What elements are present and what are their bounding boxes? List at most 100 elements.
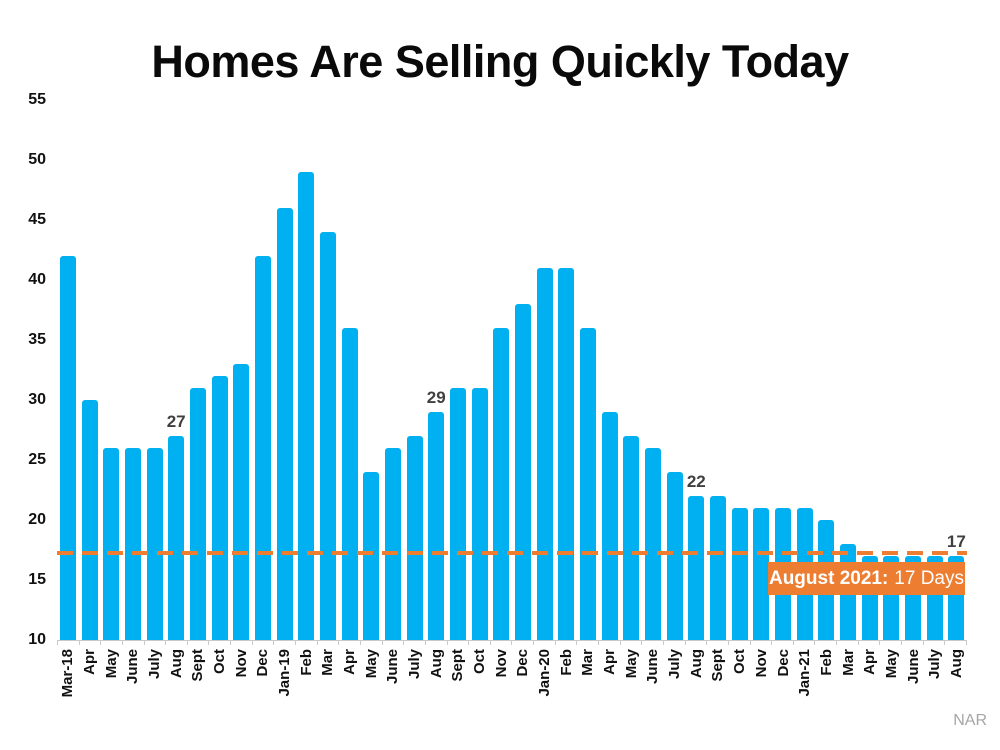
bar-cell <box>209 100 231 640</box>
bar <box>709 496 726 640</box>
x-tick <box>80 641 102 645</box>
bar <box>146 448 163 640</box>
x-tick <box>664 641 686 645</box>
x-tick <box>772 641 794 645</box>
x-tick-label: May <box>362 649 380 679</box>
y-tick-label: 40 <box>28 271 46 288</box>
x-tick <box>101 641 123 645</box>
x-axis-ticks <box>57 640 967 645</box>
callout-value: 17 Days <box>894 567 964 589</box>
callout-label: August 2021: <box>768 567 889 589</box>
x-tick-label: Mar-18 <box>59 649 77 698</box>
bar <box>103 448 120 640</box>
bar-cell <box>360 100 382 640</box>
x-tick <box>512 641 535 645</box>
x-tick <box>383 641 405 645</box>
x-tick-label: Mar <box>839 649 857 676</box>
x-tick <box>729 641 751 645</box>
x-tick-label: July <box>926 649 944 680</box>
x-tick-label: Dec <box>514 649 532 677</box>
x-tick <box>924 641 946 645</box>
x-tick <box>577 641 600 645</box>
bar-cell <box>577 100 599 640</box>
bar: 22 <box>687 472 706 640</box>
bar <box>59 256 76 640</box>
bar-cell <box>57 100 79 640</box>
x-tick-label: Oct <box>211 649 229 675</box>
x-tick-label: Jan-19 <box>276 649 294 697</box>
bar-cell <box>274 100 296 640</box>
callout-august-2021: August 2021: 17 Days <box>768 562 965 595</box>
bar-cell <box>599 100 621 640</box>
bar <box>341 328 358 640</box>
x-tick-label: Sept <box>189 649 207 682</box>
y-tick-label: 20 <box>28 511 46 528</box>
x-tick <box>794 641 816 645</box>
y-tick-label: 55 <box>28 91 46 108</box>
bar-cell <box>187 100 209 640</box>
bar-value-label: 17 <box>946 532 966 551</box>
bar <box>233 364 250 640</box>
bar-cell: 17 <box>946 100 968 640</box>
bar-cell <box>664 100 686 640</box>
x-tick <box>491 641 513 645</box>
bar-cell <box>642 100 664 640</box>
bar <box>363 472 380 640</box>
x-tick-label: Apr <box>341 649 359 675</box>
x-tick-label: May <box>882 649 900 679</box>
bar-cell <box>794 100 816 640</box>
x-tick-label: Nov <box>752 649 770 678</box>
x-tick <box>642 641 664 645</box>
x-tick <box>556 641 578 645</box>
x-tick-label: July <box>666 649 684 680</box>
y-tick-label: 50 <box>28 151 46 168</box>
x-tick <box>253 641 275 645</box>
x-tick <box>123 641 145 645</box>
bar-cell <box>404 100 426 640</box>
x-tick-label: July <box>146 649 164 680</box>
bar-cell <box>317 100 339 640</box>
bar <box>558 268 575 640</box>
bar <box>254 256 271 640</box>
x-tick <box>469 641 491 645</box>
bar <box>449 388 466 640</box>
bar-cell <box>295 100 317 640</box>
bar <box>493 328 510 640</box>
x-tick <box>880 641 902 645</box>
x-tick-label: Nov <box>232 649 250 678</box>
y-tick-label: 15 <box>28 571 46 588</box>
x-tick <box>318 641 340 645</box>
x-tick <box>707 641 729 645</box>
x-tick <box>274 641 297 645</box>
bar-cell: 29 <box>425 100 447 640</box>
x-tick-label: Feb <box>557 649 575 676</box>
bar-cell <box>729 100 751 640</box>
bar-cell <box>447 100 469 640</box>
x-tick-label: June <box>644 649 662 685</box>
x-tick <box>231 641 253 645</box>
bar <box>753 508 770 640</box>
bar-cell <box>620 100 642 640</box>
bar-cell <box>859 100 881 640</box>
x-tick <box>534 641 556 645</box>
bar-cell <box>252 100 274 640</box>
x-tick <box>404 641 426 645</box>
bar <box>298 172 315 640</box>
x-tick-label: May <box>622 649 640 679</box>
x-tick-label: Dec <box>254 649 272 677</box>
bar <box>536 268 553 640</box>
x-tick <box>448 641 470 645</box>
x-tick <box>426 641 448 645</box>
bar-value-label: 29 <box>426 388 446 407</box>
x-tick <box>751 641 773 645</box>
x-tick-label: Jan-21 <box>796 649 814 697</box>
x-tick-label: Mar <box>319 649 337 676</box>
bar-cell <box>144 100 166 640</box>
bar <box>276 208 293 640</box>
bar-cell <box>881 100 903 640</box>
bar: 29 <box>427 388 446 640</box>
x-tick-label: Apr <box>601 649 619 675</box>
bar-cell <box>79 100 101 640</box>
x-tick-label: Apr <box>861 649 879 675</box>
